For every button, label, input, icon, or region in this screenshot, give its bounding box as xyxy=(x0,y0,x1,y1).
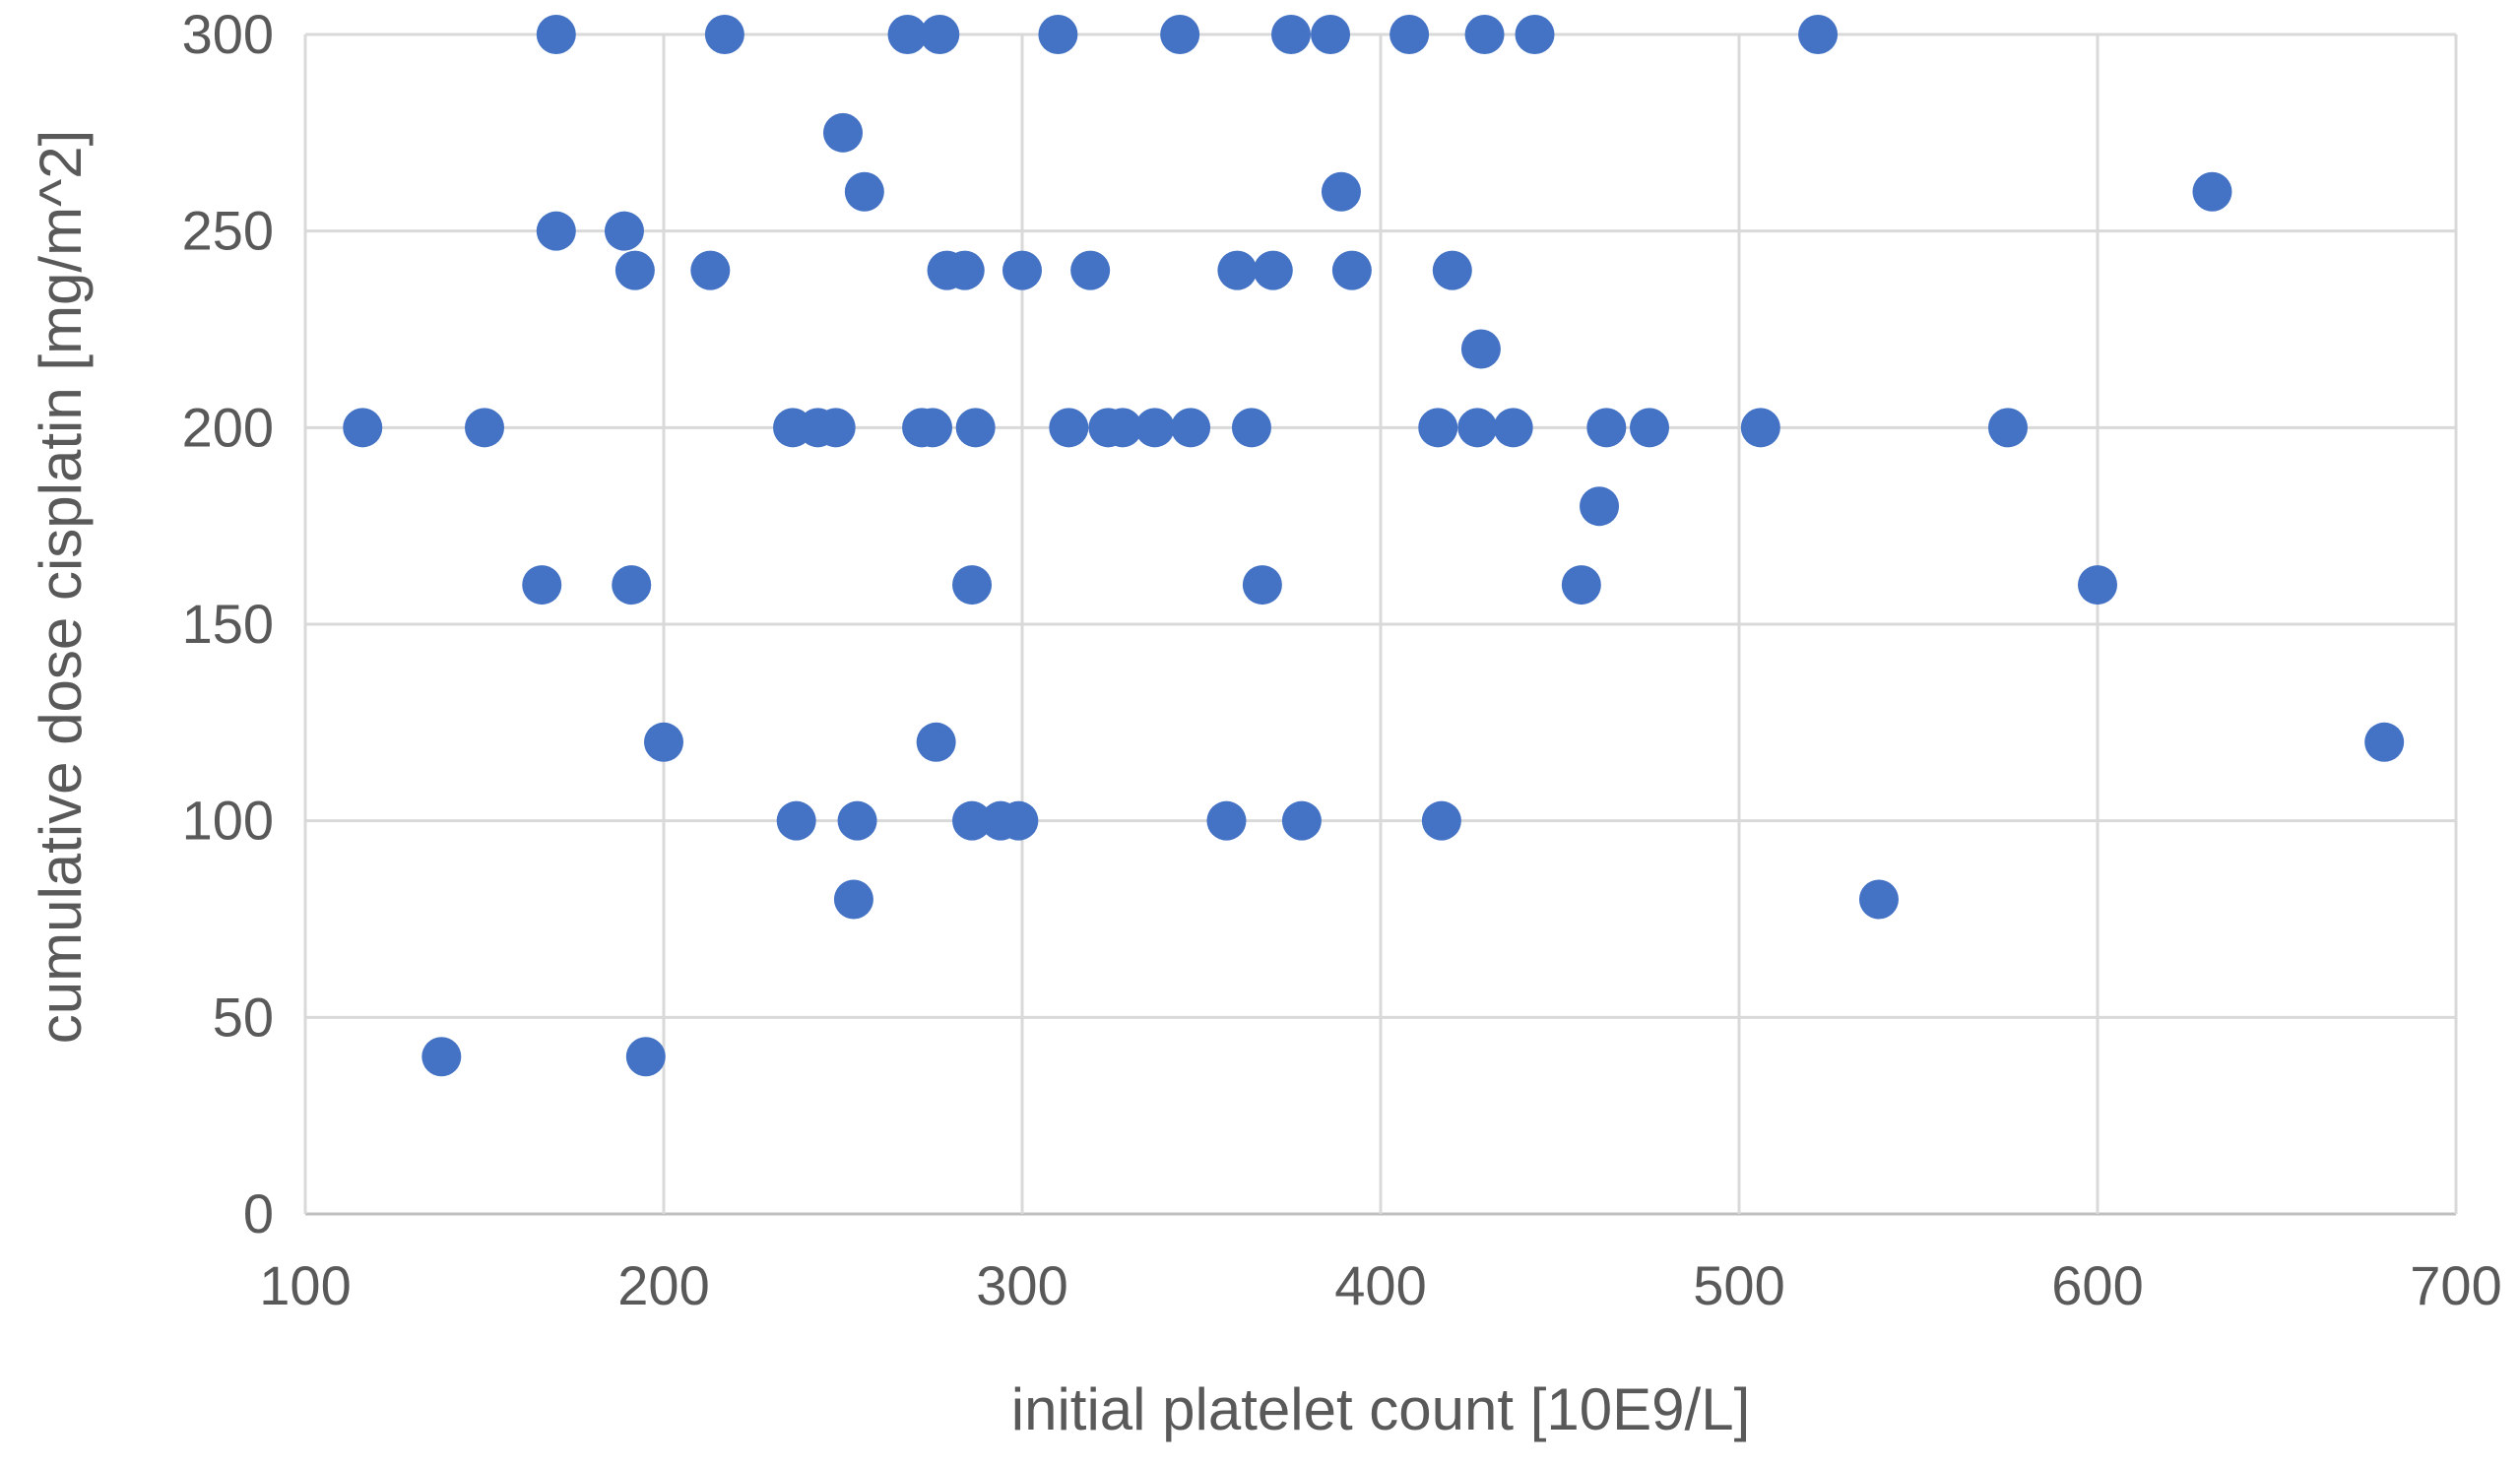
data-point xyxy=(887,15,928,54)
data-point xyxy=(1160,15,1200,54)
data-point xyxy=(1171,408,1211,448)
data-point xyxy=(1740,408,1780,448)
x-tick-label: 100 xyxy=(259,1254,351,1316)
data-point xyxy=(1002,250,1042,290)
data-point xyxy=(536,211,576,251)
data-point xyxy=(1217,250,1258,290)
data-point xyxy=(2364,722,2405,762)
data-point xyxy=(604,211,644,251)
data-point xyxy=(522,565,562,606)
data-point xyxy=(1418,408,1458,448)
data-point xyxy=(612,565,652,606)
data-point xyxy=(913,408,952,448)
data-point xyxy=(999,800,1039,841)
data-point xyxy=(1432,250,1472,290)
data-point xyxy=(837,800,877,841)
x-tick-label: 300 xyxy=(976,1254,1067,1316)
data-point xyxy=(1798,15,1839,54)
x-tick-label: 700 xyxy=(2410,1254,2501,1316)
data-point xyxy=(1460,329,1501,369)
data-point xyxy=(1253,250,1293,290)
y-axis-tick-labels: 0 50 100 150 200 250 300 xyxy=(182,3,274,1244)
y-tick-label: 200 xyxy=(182,396,274,458)
data-point xyxy=(844,171,884,212)
grid-lines xyxy=(303,32,2458,1216)
x-axis-tick-labels: 100 200 300 400 500 600 700 xyxy=(259,1254,2501,1316)
data-point xyxy=(1561,565,1601,606)
data-point xyxy=(1493,408,1533,448)
data-point xyxy=(2078,565,2117,606)
data-point xyxy=(690,250,731,290)
data-point xyxy=(421,1037,462,1077)
data-point xyxy=(1049,408,1089,448)
data-point xyxy=(625,1037,666,1077)
data-point xyxy=(1231,408,1271,448)
y-tick-label: 100 xyxy=(182,790,274,852)
data-point xyxy=(465,408,504,448)
y-tick-label: 300 xyxy=(182,3,274,65)
data-point xyxy=(704,15,744,54)
data-point xyxy=(536,15,576,54)
x-tick-label: 400 xyxy=(1334,1254,1426,1316)
data-point xyxy=(1580,486,1620,527)
data-point xyxy=(815,408,856,448)
y-tick-label: 50 xyxy=(213,986,274,1048)
data-point xyxy=(952,800,993,841)
data-point xyxy=(1389,15,1430,54)
data-point xyxy=(1464,15,1505,54)
data-point xyxy=(955,408,996,448)
data-point xyxy=(2192,171,2232,212)
data-point xyxy=(1070,250,1111,290)
data-point xyxy=(644,722,683,762)
y-tick-label: 250 xyxy=(182,200,274,262)
data-point xyxy=(1331,250,1372,290)
data-point xyxy=(1206,800,1247,841)
x-axis-title: initial platelet count [10E9/L] xyxy=(1011,1376,1751,1442)
data-point xyxy=(1321,171,1361,212)
data-points xyxy=(343,15,2405,1077)
data-point xyxy=(1271,15,1311,54)
data-point xyxy=(952,565,993,606)
y-tick-label: 0 xyxy=(243,1182,274,1244)
data-point xyxy=(1134,408,1175,448)
data-point xyxy=(1858,879,1899,920)
data-point xyxy=(776,800,816,841)
data-point xyxy=(823,112,863,153)
data-point xyxy=(1242,565,1282,606)
data-point xyxy=(343,408,383,448)
y-tick-label: 150 xyxy=(182,593,274,655)
data-point xyxy=(1457,408,1498,448)
data-point xyxy=(944,250,985,290)
data-point xyxy=(1102,408,1142,448)
data-point xyxy=(916,722,956,762)
data-point xyxy=(920,15,960,54)
data-point xyxy=(614,250,655,290)
data-point xyxy=(1038,15,1078,54)
data-point xyxy=(1281,800,1322,841)
data-point xyxy=(1421,800,1461,841)
data-point xyxy=(1515,15,1555,54)
x-tick-label: 200 xyxy=(617,1254,709,1316)
data-point xyxy=(1586,408,1627,448)
data-point xyxy=(1630,408,1669,448)
x-tick-label: 600 xyxy=(2051,1254,2143,1316)
data-point xyxy=(1988,408,2028,448)
data-point xyxy=(833,879,873,920)
y-axis-title: cumulative dose cisplatin [mg/m^2] xyxy=(28,130,94,1045)
x-tick-label: 500 xyxy=(1693,1254,1784,1316)
data-point xyxy=(1311,15,1351,54)
